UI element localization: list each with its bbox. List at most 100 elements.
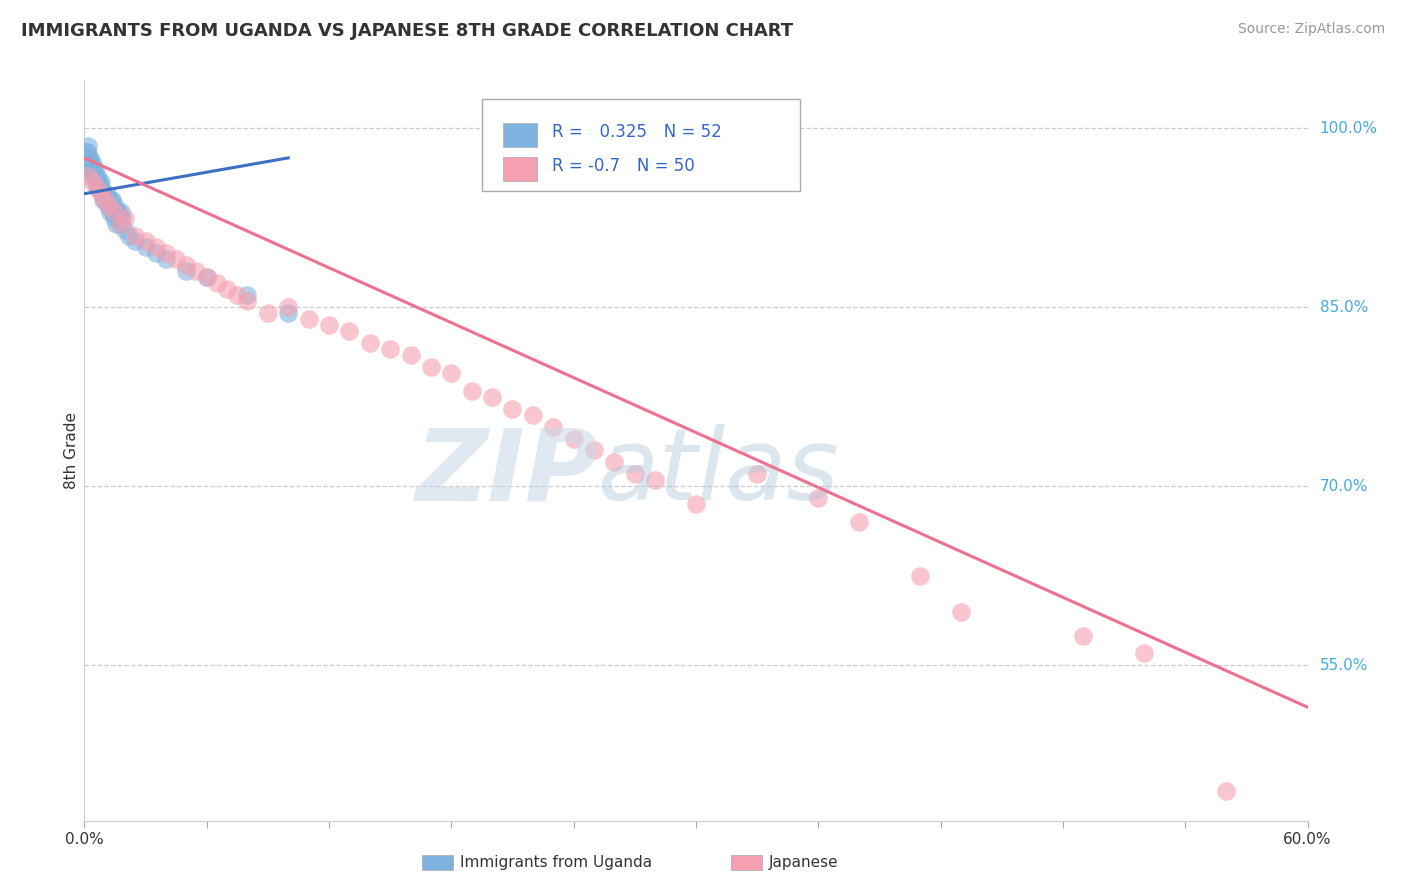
- Text: atlas: atlas: [598, 425, 839, 521]
- Point: [84, 175, 107, 189]
- Point: [77, 169, 100, 183]
- Point: [440, 366, 463, 380]
- Point: [76, 145, 98, 159]
- Point: [75, 151, 97, 165]
- Point: [86, 169, 108, 183]
- Point: [105, 204, 128, 219]
- Point: [96, 186, 118, 201]
- Point: [226, 288, 249, 302]
- Point: [1071, 628, 1094, 642]
- Point: [582, 443, 605, 458]
- FancyBboxPatch shape: [503, 157, 537, 181]
- Point: [82, 162, 104, 177]
- Point: [82, 157, 104, 171]
- Y-axis label: 8th Grade: 8th Grade: [63, 412, 79, 489]
- Text: Immigrants from Uganda: Immigrants from Uganda: [460, 855, 652, 870]
- Point: [318, 318, 340, 332]
- Text: 55.0%: 55.0%: [1320, 658, 1368, 673]
- Point: [111, 211, 134, 225]
- Point: [91, 186, 114, 201]
- Point: [97, 199, 120, 213]
- Point: [101, 204, 124, 219]
- Point: [624, 467, 647, 482]
- Point: [83, 162, 105, 177]
- Point: [93, 193, 115, 207]
- Point: [399, 348, 422, 362]
- Point: [908, 569, 931, 583]
- Point: [90, 186, 112, 201]
- Point: [145, 240, 167, 254]
- Point: [80, 157, 103, 171]
- Point: [86, 175, 108, 189]
- Point: [562, 432, 585, 446]
- Point: [145, 246, 167, 260]
- FancyBboxPatch shape: [503, 123, 537, 146]
- Text: Source: ZipAtlas.com: Source: ZipAtlas.com: [1237, 22, 1385, 37]
- Point: [257, 306, 280, 320]
- Point: [339, 324, 360, 338]
- Point: [110, 217, 132, 231]
- Text: Japanese: Japanese: [769, 855, 839, 870]
- Text: 100.0%: 100.0%: [1320, 120, 1378, 136]
- Point: [135, 235, 157, 249]
- Point: [79, 151, 101, 165]
- Point: [195, 270, 218, 285]
- Text: 85.0%: 85.0%: [1320, 300, 1368, 315]
- Point: [359, 336, 381, 351]
- Point: [110, 204, 132, 219]
- Text: IMMIGRANTS FROM UGANDA VS JAPANESE 8TH GRADE CORRELATION CHART: IMMIGRANTS FROM UGANDA VS JAPANESE 8TH G…: [21, 22, 793, 40]
- Point: [522, 408, 544, 422]
- Point: [104, 199, 127, 213]
- Point: [77, 151, 100, 165]
- Text: R = -0.7  N = 50: R = -0.7 N = 50: [551, 157, 695, 176]
- Point: [236, 288, 259, 302]
- Point: [165, 252, 187, 267]
- Point: [380, 342, 402, 356]
- Point: [90, 180, 112, 194]
- Point: [807, 491, 830, 506]
- Point: [644, 473, 666, 487]
- Point: [94, 186, 117, 201]
- Point: [217, 282, 239, 296]
- Point: [461, 384, 484, 398]
- Point: [174, 258, 197, 272]
- Point: [108, 211, 131, 225]
- Point: [155, 246, 177, 260]
- FancyBboxPatch shape: [482, 99, 800, 192]
- Point: [186, 264, 208, 278]
- Point: [98, 204, 121, 219]
- Point: [91, 193, 114, 207]
- Point: [79, 157, 101, 171]
- Point: [86, 180, 108, 194]
- Point: [685, 497, 707, 511]
- Point: [114, 222, 136, 236]
- Point: [87, 175, 110, 189]
- Point: [298, 312, 321, 326]
- Point: [1215, 784, 1237, 798]
- Point: [236, 294, 259, 309]
- Point: [848, 515, 870, 529]
- Point: [80, 162, 103, 177]
- Point: [603, 455, 626, 469]
- Point: [107, 204, 129, 219]
- Point: [501, 401, 523, 416]
- Point: [1133, 647, 1156, 661]
- Point: [101, 193, 124, 207]
- Point: [77, 139, 100, 153]
- Point: [195, 270, 218, 285]
- Point: [277, 300, 299, 314]
- Point: [543, 419, 565, 434]
- Point: [93, 193, 115, 207]
- Point: [87, 180, 110, 194]
- Text: 70.0%: 70.0%: [1320, 479, 1368, 494]
- Point: [90, 175, 112, 189]
- Point: [84, 169, 107, 183]
- Point: [124, 235, 146, 249]
- Point: [174, 264, 197, 278]
- Text: R =  0.325  N = 52: R = 0.325 N = 52: [551, 123, 721, 141]
- Point: [97, 199, 120, 213]
- Point: [104, 204, 127, 219]
- Point: [205, 277, 228, 291]
- Point: [481, 390, 503, 404]
- Point: [277, 306, 299, 320]
